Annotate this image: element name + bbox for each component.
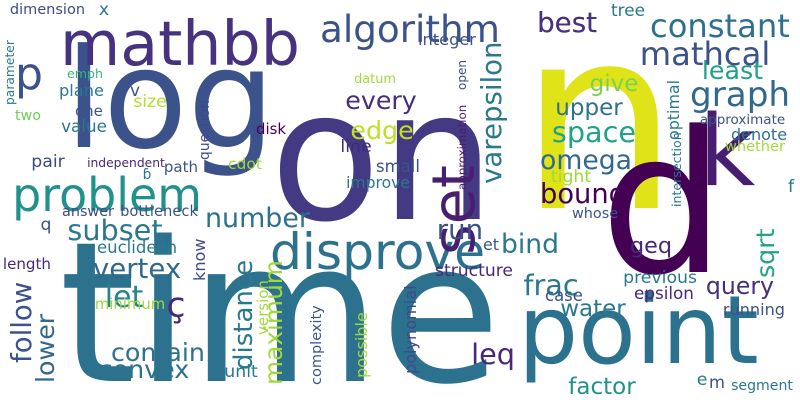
word-cloud-word: every bbox=[345, 86, 417, 116]
word-cloud-word: et bbox=[483, 234, 500, 254]
word-cloud-word: number bbox=[205, 202, 310, 234]
word-cloud-word: path bbox=[163, 158, 198, 176]
word-cloud-word: dimension bbox=[9, 2, 86, 19]
word-cloud-word: previous bbox=[623, 267, 697, 288]
word-cloud-word: point bbox=[518, 275, 759, 386]
word-cloud-word: independent bbox=[87, 155, 165, 170]
word-cloud-word: approximation bbox=[455, 104, 470, 191]
word-cloud-word: time bbox=[59, 201, 501, 400]
word-cloud-word: ɓ bbox=[142, 167, 152, 184]
word-cloud-word: structure bbox=[435, 260, 513, 281]
word-cloud-word: plane bbox=[59, 81, 104, 101]
word-cloud-word: version bbox=[253, 280, 272, 335]
word-cloud-word: length bbox=[2, 255, 52, 273]
word-cloud-word: cdot bbox=[228, 154, 262, 173]
word-cloud-word: know bbox=[190, 238, 209, 282]
word-cloud-word: unit bbox=[224, 361, 258, 382]
word-cloud-word: p bbox=[15, 48, 43, 100]
word-cloud-word: disk bbox=[256, 120, 286, 138]
word-cloud-word: answer bbox=[62, 204, 114, 221]
word-cloud-word: running bbox=[722, 299, 785, 319]
word-cloud-word: graph bbox=[690, 74, 791, 115]
word-cloud-word: euclidean bbox=[97, 238, 178, 258]
word-cloud-word: mathbb bbox=[60, 8, 300, 81]
word-cloud-word: approximate bbox=[699, 111, 786, 128]
word-cloud-word: run bbox=[436, 213, 484, 247]
word-cloud-word: v bbox=[130, 80, 140, 100]
word-cloud-word: case bbox=[545, 286, 583, 306]
word-cloud-word: polynomial bbox=[401, 285, 420, 375]
word-cloud-word: possible bbox=[352, 312, 371, 378]
word-cloud-word: k bbox=[698, 94, 756, 209]
word-cloud-word: denote bbox=[731, 124, 788, 144]
word-cloud-word: omega bbox=[540, 144, 633, 176]
word-cloud-word: two bbox=[15, 108, 42, 125]
word-cloud-word: intersection bbox=[668, 132, 684, 207]
word-cloud-word: integer bbox=[418, 30, 476, 50]
word-cloud-word: disprove bbox=[270, 222, 486, 282]
word-cloud-word: one bbox=[75, 102, 103, 120]
word-cloud-word: give bbox=[589, 70, 639, 97]
word-cloud-word: leq bbox=[471, 337, 515, 372]
word-cloud-word: bottleneck bbox=[120, 203, 198, 221]
word-cloud-word: parameter bbox=[2, 40, 17, 105]
word-cloud-word: pair bbox=[31, 151, 65, 172]
word-cloud-word: mathcal bbox=[639, 34, 771, 73]
word-cloud-word: x bbox=[98, 0, 110, 20]
word-cloud-word: log bbox=[64, 19, 276, 180]
word-cloud-word: best bbox=[537, 5, 597, 39]
word-cloud-word: emph bbox=[67, 66, 103, 82]
word-cloud-word: epsilon bbox=[634, 283, 694, 304]
word-cloud-word: m bbox=[709, 372, 725, 392]
word-cloud-word: query bbox=[705, 272, 774, 301]
word-cloud-word: optimal bbox=[664, 79, 683, 140]
word-cloud-word: d bbox=[600, 89, 725, 319]
word-cloud-word: frac bbox=[523, 268, 579, 303]
word-cloud-word: algorithm bbox=[320, 7, 501, 52]
word-cloud-word: minimum bbox=[94, 296, 166, 314]
word-cloud-word: geq bbox=[630, 232, 673, 259]
word-cloud-word: improve bbox=[346, 173, 410, 192]
word-cloud-word: complexity bbox=[308, 305, 325, 385]
word-cloud-word: tree bbox=[611, 0, 645, 20]
word-cloud-word: upper bbox=[555, 94, 623, 121]
word-cloud-word: segment bbox=[731, 377, 793, 394]
word-cloud-word: line bbox=[340, 136, 372, 157]
word-cloud-word: open bbox=[455, 60, 469, 90]
word-cloud-word: ç bbox=[166, 285, 186, 326]
word-cloud-word: contain bbox=[111, 338, 205, 368]
word-cloud-word: best bbox=[537, 5, 597, 39]
word-cloud-word: on bbox=[270, 51, 495, 263]
word-cloud-word: sqrt bbox=[751, 228, 781, 278]
word-cloud-word: e bbox=[696, 369, 708, 390]
word-cloud-word: factor bbox=[568, 373, 636, 400]
word-cloud-word: subset bbox=[67, 213, 163, 248]
word-cloud-word: convex bbox=[98, 355, 190, 385]
word-cloud-word: small bbox=[376, 157, 420, 177]
word-cloud-word: question bbox=[197, 99, 213, 160]
word-cloud-word: varepsilon bbox=[475, 41, 509, 184]
word-cloud-word: f bbox=[788, 176, 795, 197]
word-cloud-word: n bbox=[518, 0, 680, 268]
word-cloud-word: value bbox=[61, 116, 107, 137]
word-cloud-word: edge bbox=[350, 116, 414, 146]
word-cloud-word: lower bbox=[31, 313, 61, 383]
word-cloud-word: space bbox=[551, 115, 637, 150]
word-cloud-word: bind bbox=[501, 228, 560, 260]
word-cloud-word: least bbox=[701, 56, 764, 86]
word-cloud-word: q bbox=[40, 214, 52, 235]
word-cloud-word: problem bbox=[12, 168, 202, 222]
word-cloud-word: water bbox=[560, 295, 626, 322]
word-cloud-word: bound bbox=[540, 179, 626, 211]
word-cloud-word: constant bbox=[650, 6, 790, 45]
word-cloud-word: tight bbox=[550, 166, 592, 187]
word-cloud-word: size bbox=[133, 91, 167, 112]
word-cloud-word: whose bbox=[572, 206, 619, 223]
word-cloud-word: datum bbox=[354, 72, 396, 87]
word-cloud-word: let bbox=[104, 280, 144, 315]
word-cloud-word: vertex bbox=[92, 252, 182, 286]
word-cloud-word: whether bbox=[724, 138, 786, 156]
